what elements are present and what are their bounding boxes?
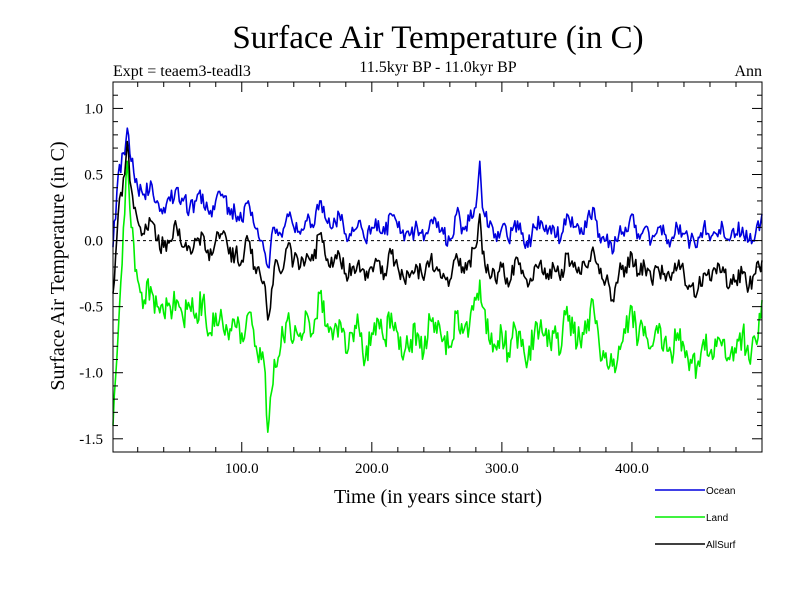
series-line-ocean <box>112 127 763 269</box>
x-tick-label: 100.0 <box>225 461 259 477</box>
x-tick-label: 300.0 <box>485 461 519 477</box>
series-line-land <box>112 160 763 434</box>
y-tick-label: 1.0 <box>84 101 103 117</box>
y-tick-label: -1.5 <box>79 432 103 448</box>
y-axis-label: Surface Air Temperature (in C) <box>47 141 69 390</box>
y-tick-label: -1.0 <box>79 366 103 382</box>
legend-label-allsurf: AllSurf <box>706 540 736 551</box>
legend-label-land: Land <box>706 513 728 524</box>
experiment-label: Expt = teaem3-teadl3 <box>113 63 251 80</box>
series-line-allsurf <box>112 140 763 321</box>
period-label: 11.5kyr BP - 11.0kyr BP <box>359 59 516 76</box>
x-tick-label: 200.0 <box>355 461 389 477</box>
legend-label-ocean: Ocean <box>706 486 735 497</box>
chart-title: Surface Air Temperature (in C) <box>232 20 643 56</box>
x-tick-label: 400.0 <box>615 461 649 477</box>
y-tick-label: 0.5 <box>84 168 103 184</box>
season-label: Ann <box>734 63 762 80</box>
x-axis-label: Time (in years since start) <box>334 486 542 508</box>
y-tick-label: 0.0 <box>84 234 103 250</box>
y-tick-label: -0.5 <box>79 300 103 316</box>
